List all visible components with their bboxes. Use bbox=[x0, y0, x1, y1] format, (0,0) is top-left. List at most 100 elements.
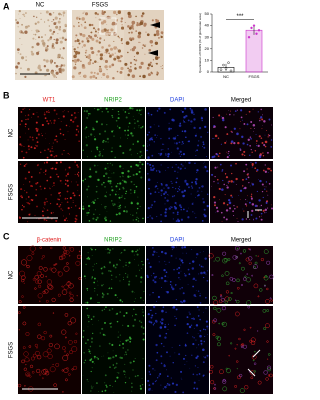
texture bbox=[100, 123, 104, 126]
data-point bbox=[224, 67, 228, 70]
texture bbox=[37, 21, 40, 24]
texture bbox=[77, 175, 80, 177]
texture bbox=[110, 322, 113, 324]
texture bbox=[109, 249, 112, 252]
texture bbox=[53, 156, 55, 158]
texture bbox=[195, 356, 198, 359]
texture bbox=[182, 165, 184, 167]
texture bbox=[164, 208, 168, 211]
texture bbox=[60, 13, 63, 16]
texture bbox=[139, 167, 141, 169]
texture bbox=[146, 66, 150, 70]
texture bbox=[235, 245, 240, 251]
texture bbox=[191, 249, 193, 250]
texture bbox=[266, 190, 268, 192]
texture bbox=[259, 179, 262, 183]
texture bbox=[118, 113, 120, 115]
texture bbox=[94, 136, 95, 137]
texture bbox=[115, 19, 118, 22]
texture bbox=[147, 156, 150, 159]
texture bbox=[137, 264, 139, 266]
texture bbox=[173, 137, 177, 140]
texture bbox=[136, 253, 139, 256]
texture bbox=[218, 152, 221, 155]
texture bbox=[36, 181, 39, 184]
texture bbox=[166, 280, 168, 282]
texture bbox=[190, 193, 192, 195]
texture bbox=[124, 354, 125, 356]
texture bbox=[68, 340, 73, 345]
texture bbox=[122, 186, 125, 189]
texture bbox=[167, 148, 169, 150]
texture bbox=[158, 153, 160, 155]
texture bbox=[148, 364, 151, 367]
texture bbox=[52, 18, 55, 21]
texture bbox=[222, 251, 227, 256]
texture bbox=[209, 369, 213, 374]
texture bbox=[111, 186, 113, 188]
texture bbox=[104, 334, 106, 337]
texture bbox=[25, 198, 27, 200]
data-point bbox=[257, 29, 261, 32]
texture bbox=[160, 164, 162, 166]
texture bbox=[196, 252, 199, 256]
texture bbox=[148, 384, 151, 387]
texture bbox=[50, 246, 53, 250]
texture bbox=[251, 183, 255, 186]
texture bbox=[62, 246, 66, 250]
texture bbox=[94, 107, 96, 109]
texture bbox=[189, 262, 191, 265]
texture bbox=[227, 258, 231, 261]
texture bbox=[195, 290, 197, 291]
texture bbox=[241, 119, 243, 121]
texture bbox=[250, 214, 253, 216]
texture bbox=[104, 219, 108, 222]
texture bbox=[148, 262, 150, 264]
texture bbox=[110, 66, 112, 68]
texture bbox=[139, 387, 143, 390]
texture bbox=[119, 356, 122, 359]
texture bbox=[249, 144, 251, 147]
texture bbox=[169, 108, 172, 111]
texture bbox=[138, 112, 140, 114]
texture bbox=[207, 328, 209, 330]
texture bbox=[203, 271, 206, 274]
texture bbox=[134, 291, 135, 293]
texture bbox=[101, 296, 104, 299]
texture bbox=[22, 346, 26, 350]
texture bbox=[46, 209, 49, 212]
texture bbox=[23, 164, 26, 167]
texture bbox=[87, 316, 90, 318]
texture bbox=[174, 324, 176, 326]
texture bbox=[54, 139, 57, 141]
texture bbox=[140, 281, 142, 283]
texture bbox=[104, 389, 107, 392]
texture bbox=[113, 40, 115, 42]
texture bbox=[78, 16, 80, 18]
texture bbox=[20, 111, 23, 113]
texture bbox=[212, 116, 214, 118]
texture bbox=[44, 149, 46, 152]
texture bbox=[256, 330, 259, 332]
texture bbox=[221, 170, 223, 172]
texture bbox=[250, 148, 252, 151]
texture bbox=[263, 249, 269, 255]
texture bbox=[222, 386, 228, 392]
texture bbox=[67, 172, 69, 174]
texture bbox=[184, 273, 186, 275]
texture bbox=[252, 124, 256, 127]
texture bbox=[180, 264, 182, 266]
texture bbox=[88, 113, 90, 115]
texture bbox=[148, 114, 150, 116]
texture bbox=[259, 288, 263, 292]
texture bbox=[89, 58, 92, 62]
texture bbox=[248, 256, 253, 261]
texture bbox=[155, 19, 160, 24]
texture bbox=[96, 356, 98, 359]
texture bbox=[97, 50, 100, 53]
texture bbox=[122, 342, 125, 345]
texture bbox=[102, 72, 106, 76]
texture bbox=[174, 315, 176, 317]
texture bbox=[74, 217, 76, 219]
texture bbox=[260, 108, 262, 111]
